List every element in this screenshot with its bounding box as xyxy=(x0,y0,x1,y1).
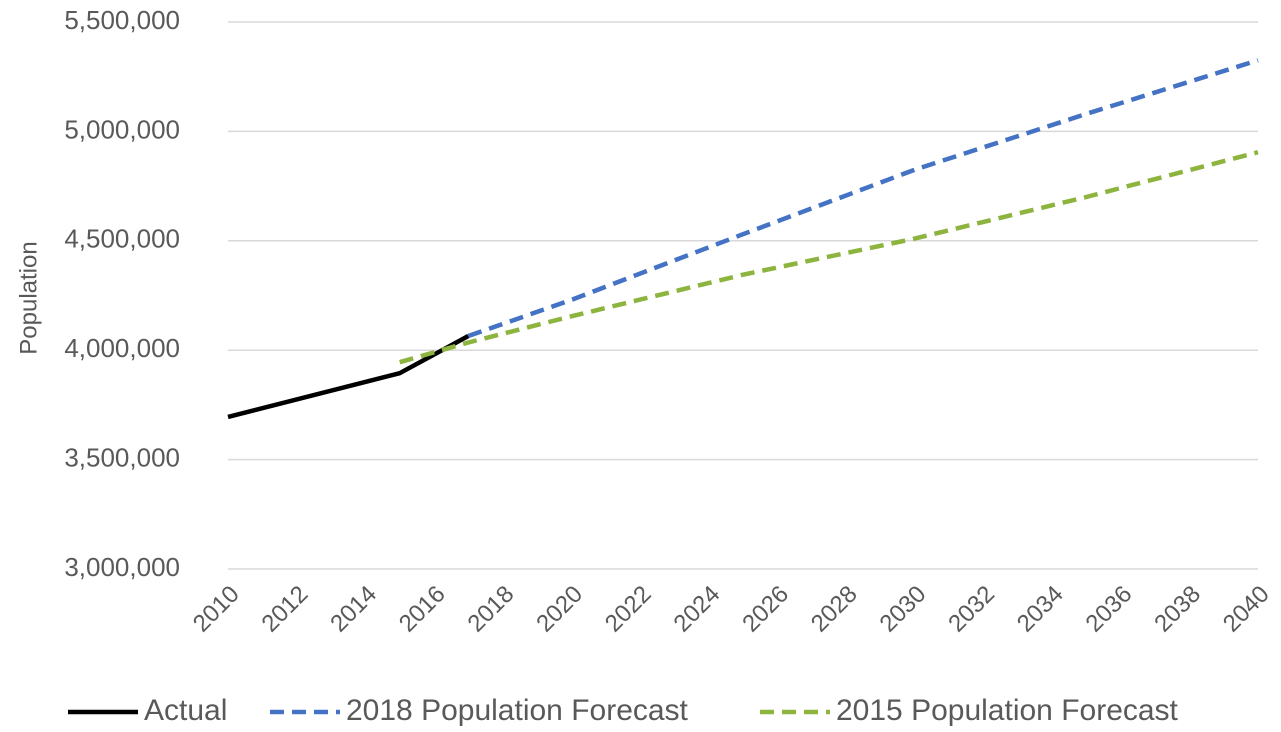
y-tick-label: 5,000,000 xyxy=(64,114,180,144)
x-tick-label: 2036 xyxy=(1081,581,1138,638)
series-line-2015-population-forecast xyxy=(399,150,1259,365)
y-tick-label: 5,500,000 xyxy=(64,5,180,35)
series-line-actual xyxy=(227,334,470,420)
x-tick-label: 2022 xyxy=(600,581,657,638)
series-layer xyxy=(227,58,1259,420)
y-tick-label: 4,000,000 xyxy=(64,333,180,363)
legend: Actual 2018 Population Forecast 2015 Popul… xyxy=(68,694,1179,727)
x-tick-label: 2026 xyxy=(737,581,794,638)
legend-label: Actual xyxy=(144,694,227,727)
x-tick-label: 2020 xyxy=(531,581,588,638)
x-tick-label: 2040 xyxy=(1218,581,1275,638)
x-tick-label: 2038 xyxy=(1149,581,1206,638)
y-tick-label: 3,000,000 xyxy=(64,552,180,582)
y-axis: 3,000,000 3,500,000 4,000,000 4,500,000 5,00… xyxy=(64,5,180,582)
x-tick-label: 2014 xyxy=(325,581,382,638)
y-axis-title: Population xyxy=(15,241,42,354)
y-tick-label: 4,500,000 xyxy=(64,224,180,254)
x-tick-label: 2024 xyxy=(669,581,726,638)
x-axis: 2010 2012 2014 2016 2018 2020 2022 2024 2026 2028… xyxy=(188,581,1275,638)
series-line-2018-population-forecast xyxy=(467,58,1259,339)
x-tick-label: 2034 xyxy=(1012,581,1069,638)
x-tick-label: 2012 xyxy=(257,581,314,638)
legend-label: 2015 Population Forecast xyxy=(836,694,1179,727)
x-tick-label: 2016 xyxy=(394,581,451,638)
legend-label: 2018 Population Forecast xyxy=(346,694,689,727)
x-tick-label: 2018 xyxy=(463,581,520,638)
grid-layer xyxy=(228,21,1258,570)
x-tick-label: 2030 xyxy=(875,581,932,638)
x-tick-label: 2028 xyxy=(806,581,863,638)
y-tick-label: 3,500,000 xyxy=(64,442,180,472)
x-tick-label: 2010 xyxy=(188,581,245,638)
x-tick-label: 2032 xyxy=(943,581,1000,638)
